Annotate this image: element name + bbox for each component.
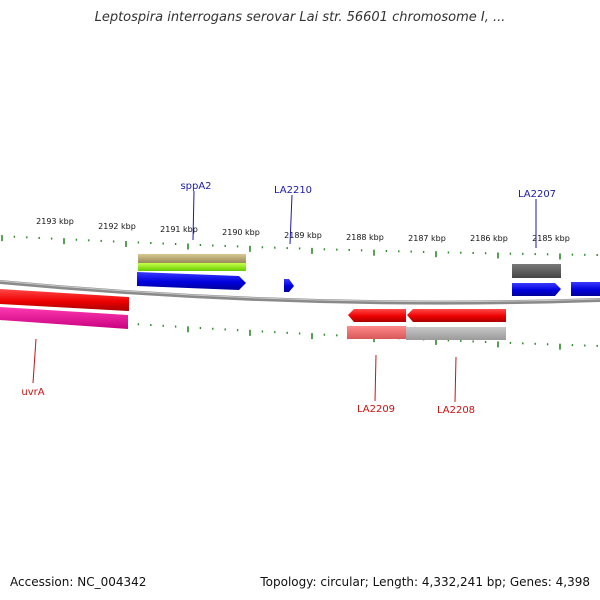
gene-LA2208-arrow[interactable]	[407, 309, 506, 322]
feature-salmon[interactable]	[347, 326, 406, 339]
gene-forward-edge[interactable]	[571, 282, 600, 296]
leader-sppA2	[192, 190, 195, 241]
kbp-label: 2192 kbp	[98, 222, 136, 231]
gene-label-LA2207[interactable]: LA2207	[518, 189, 556, 200]
accession-text: Accession: NC_004342	[10, 575, 147, 589]
upper-tick-ruler	[1, 235, 598, 260]
feature-green[interactable]	[138, 263, 246, 271]
gene-uvrA-block[interactable]	[0, 289, 129, 311]
gene-LA2210-arrow[interactable]	[284, 279, 294, 292]
leader-LA2208	[454, 356, 457, 403]
gene-label-LA2209[interactable]: LA2209	[357, 404, 395, 415]
kbp-label: 2188 kbp	[346, 233, 384, 242]
genome-info-text: Topology: circular; Length: 4,332,241 bp…	[260, 575, 590, 589]
gene-label-LA2208[interactable]: LA2208	[437, 405, 475, 416]
kbp-label: 2187 kbp	[408, 234, 446, 243]
feature-pink[interactable]	[0, 307, 128, 329]
feature-dark-gray[interactable]	[512, 264, 561, 278]
gene-LA2207-arrow[interactable]	[512, 283, 561, 296]
feature-light-gray[interactable]	[406, 327, 506, 340]
gene-sppA2-arrow[interactable]	[137, 272, 246, 290]
kbp-label: 2189 kbp	[284, 231, 322, 240]
leader-LA2210	[289, 194, 293, 245]
gene-label-LA2210[interactable]: LA2210	[274, 185, 312, 196]
gene-label-uvrA[interactable]: uvrA	[21, 387, 44, 398]
gene-label-sppA2[interactable]: sppA2	[180, 181, 211, 192]
genome-backbone	[0, 280, 600, 305]
kbp-label: 2193 kbp	[36, 217, 74, 226]
map-title: Leptospira interrogans serovar Lai str. …	[94, 10, 506, 25]
feature-khaki[interactable]	[138, 254, 246, 263]
leader-LA2209	[374, 354, 377, 402]
leader-uvrA	[32, 338, 37, 384]
kbp-label: 2190 kbp	[222, 228, 260, 237]
gene-LA2209-arrow[interactable]	[348, 309, 406, 322]
kbp-label: 2191 kbp	[160, 225, 198, 234]
kbp-label: 2186 kbp	[470, 234, 508, 243]
kbp-label: 2185 kbp	[532, 234, 570, 243]
